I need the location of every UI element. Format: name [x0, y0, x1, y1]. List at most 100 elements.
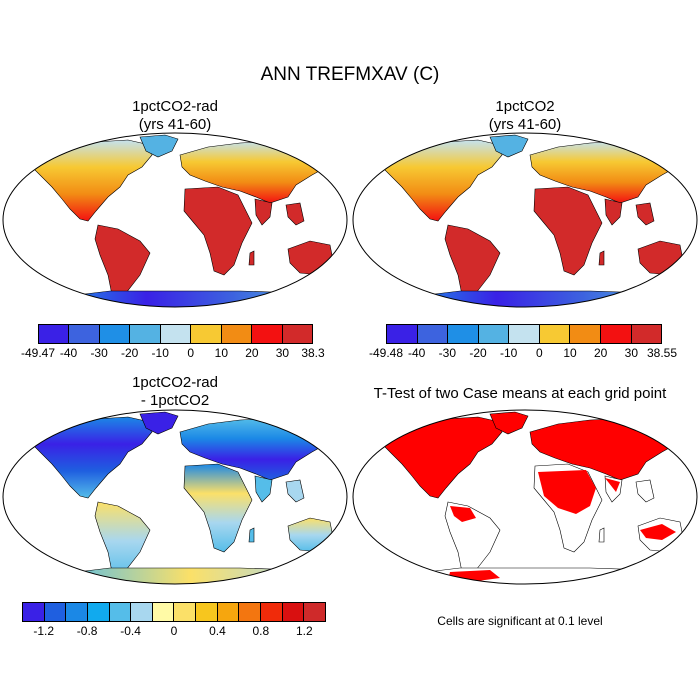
map-region-nz	[337, 549, 347, 563]
map-region-india	[604, 198, 623, 226]
colorbar-swatch	[570, 325, 601, 343]
colorbar-tick-label: -40	[59, 346, 78, 360]
colorbar-swatch	[282, 325, 312, 343]
colorbar-tick-label: -30	[90, 346, 108, 360]
panel-2-title-line1: 1pctCO2	[495, 98, 555, 115]
colorbar-tick-label: 30	[624, 346, 639, 360]
colorbar-swatch	[39, 325, 70, 343]
colorbar-swatch	[99, 325, 131, 343]
panel-3-title: 1pctCO2-rad - 1pctCO2	[20, 374, 330, 410]
colorbar-1pctco2-rad-labels: -49.47 -40 -30 -20 -10 0 10 20 30 38.3	[21, 346, 325, 362]
map-region-greenland	[139, 134, 179, 158]
colorbar-tick-label: -20	[120, 346, 139, 360]
colorbar-tick-label: -49.48	[368, 346, 404, 360]
colorbar-swatch	[631, 325, 662, 343]
map-region-india	[254, 198, 273, 226]
colorbar-swatch	[252, 325, 283, 343]
significance-patch	[640, 524, 676, 540]
map-region-madagascar	[248, 250, 255, 266]
colorbar-swatch	[282, 603, 305, 621]
significance-note: Cells are significant at 0.1 level	[437, 614, 603, 628]
colorbar-swatch	[174, 603, 197, 621]
map-region-nz	[337, 272, 347, 286]
map-region-seasia	[285, 479, 305, 503]
colorbar-swatch	[87, 603, 110, 621]
significance-patch	[605, 478, 620, 492]
map-panel-ttest	[352, 409, 698, 585]
colorbar-swatch	[448, 325, 479, 343]
colorbar-swatch	[109, 603, 132, 621]
colorbar-swatch	[191, 325, 222, 343]
colorbar-tick-label: 38.3	[301, 346, 325, 360]
colorbar-tick-label: 1.2	[295, 624, 313, 638]
colorbar-1pctco2-labels: -49.48 -40 -30 -20 -10 0 10 20 30 38.55	[369, 346, 677, 362]
map-region-namerica	[31, 416, 153, 499]
colorbar-swatch	[539, 325, 571, 343]
map-panel-1pctco2-rad	[2, 132, 348, 308]
colorbar-tick-label: 38.55	[646, 346, 678, 360]
colorbar-tick-label: 10	[214, 346, 229, 360]
colorbar-tick-label: -40	[407, 346, 426, 360]
colorbar-swatch	[152, 603, 175, 621]
colorbar-tick-label: 0.4	[209, 624, 226, 638]
colorbar-swatch	[44, 603, 67, 621]
colorbar-swatch	[387, 325, 418, 343]
map-region-africa	[183, 186, 253, 276]
significance-patch	[538, 470, 596, 514]
map-region-greenland	[489, 411, 529, 435]
colorbar-swatch	[69, 325, 100, 343]
panel-1-title-line2: (yrs 41-60)	[138, 116, 212, 133]
colorbar-swatch	[196, 603, 218, 621]
map-region-madagascar	[248, 527, 255, 543]
colorbar-tick-label: -0.4	[120, 624, 141, 638]
colorbar-tick-label: 20	[245, 346, 259, 360]
colorbar-swatch	[261, 603, 283, 621]
map-region-africa	[533, 186, 603, 276]
map-region-madagascar	[598, 250, 605, 266]
panel-2-title: 1pctCO2 (yrs 41-60)	[370, 98, 680, 134]
colorbar-tick-label: 0.8	[252, 624, 270, 638]
colorbar-tick-label: -30	[438, 346, 456, 360]
panel-2-title-line2: (yrs 41-60)	[488, 116, 562, 133]
colorbar-swatch	[478, 325, 510, 343]
colorbar-tick-label: 10	[563, 346, 577, 360]
colorbar-swatch	[304, 603, 325, 621]
map-region-nz	[687, 549, 697, 563]
colorbar-swatch	[239, 603, 262, 621]
colorbar-swatch	[130, 325, 161, 343]
map-region-nz	[687, 272, 697, 286]
map-outline	[2, 132, 348, 308]
map-outline	[2, 409, 348, 585]
colorbar-tick-label: 30	[275, 346, 290, 360]
colorbar-tick-label: -10	[499, 346, 518, 360]
map-region-namerica	[381, 416, 503, 499]
map-region-seasia	[285, 202, 305, 226]
map-region-greenland	[489, 134, 529, 158]
panel-1-title-line1: 1pctCO2-rad	[132, 98, 218, 115]
colorbar-tick-label: -0.8	[76, 624, 98, 638]
colorbar-swatch	[600, 325, 632, 343]
colorbar-tick-label: -20	[469, 346, 487, 360]
colorbar-swatch	[417, 325, 449, 343]
panel-1-title: 1pctCO2-rad (yrs 41-60)	[20, 98, 330, 134]
colorbar-1pctco2	[386, 324, 662, 344]
colorbar-tick-label: 0	[535, 346, 543, 360]
panel-3-title-line2: - 1pctCO2	[140, 392, 210, 409]
map-region-seasia	[635, 479, 655, 503]
colorbar-tick-label: 0	[170, 624, 178, 638]
panel-3-title-line1: 1pctCO2-rad	[132, 374, 218, 391]
colorbar-difference	[22, 602, 326, 622]
colorbar-swatch	[217, 603, 240, 621]
map-region-greenland	[139, 411, 179, 435]
colorbar-difference-labels: -1.2 -0.8 -0.4 0 0.4 0.8 1.2	[22, 624, 326, 640]
map-region-seasia	[635, 202, 655, 226]
map-outline	[352, 409, 698, 585]
colorbar-swatch	[221, 325, 253, 343]
colorbar-swatch	[131, 603, 153, 621]
panel-4-title-line1: T-Test of two Case means at each grid po…	[373, 385, 667, 402]
colorbar-tick-label: -1.2	[33, 624, 55, 638]
significance-patch	[450, 506, 476, 522]
colorbar-swatch	[160, 325, 192, 343]
colorbar-1pctco2-rad	[38, 324, 313, 344]
panel-4-title: T-Test of two Case means at each grid po…	[345, 385, 695, 403]
